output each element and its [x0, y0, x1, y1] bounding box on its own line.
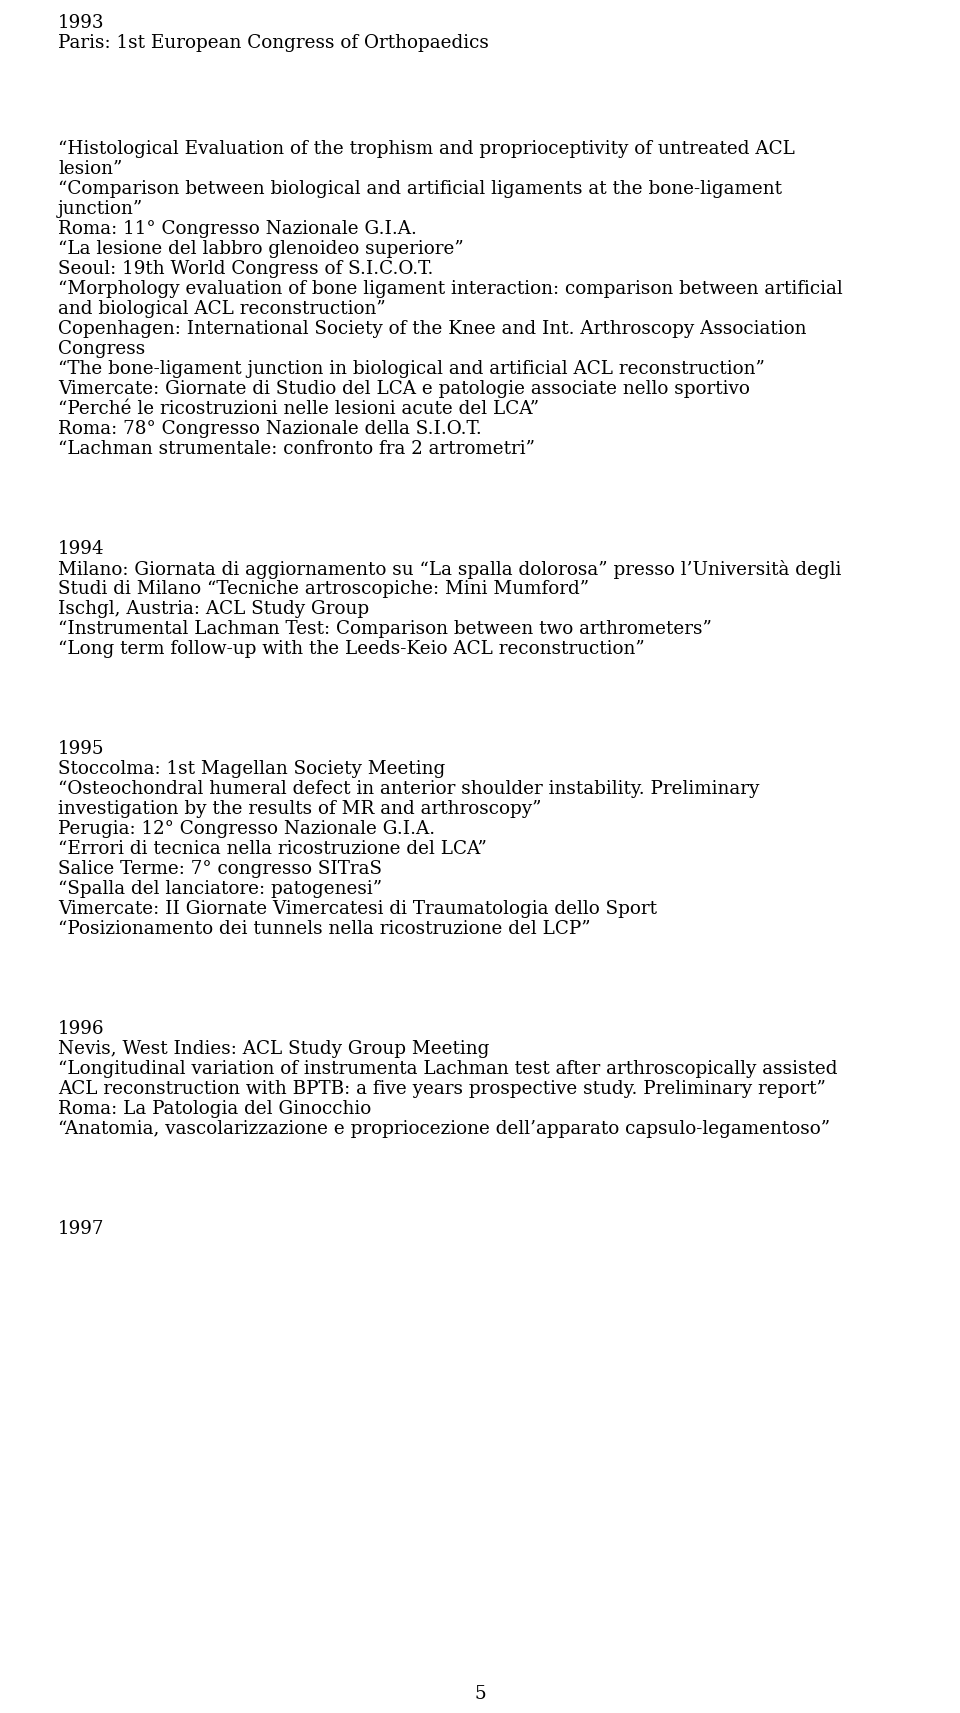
- Text: “The bone-ligament junction in biological and artificial ACL reconstruction”: “The bone-ligament junction in biologica…: [58, 360, 765, 379]
- Text: junction”: junction”: [58, 200, 143, 218]
- Text: “Perché le ricostruzioni nelle lesioni acute del LCA”: “Perché le ricostruzioni nelle lesioni a…: [58, 401, 540, 418]
- Text: “Spalla del lanciatore: patogenesi”: “Spalla del lanciatore: patogenesi”: [58, 880, 382, 898]
- Text: Roma: La Patologia del Ginocchio: Roma: La Patologia del Ginocchio: [58, 1100, 372, 1119]
- Text: Ischgl, Austria: ACL Study Group: Ischgl, Austria: ACL Study Group: [58, 600, 370, 618]
- Text: investigation by the results of MR and arthroscopy”: investigation by the results of MR and a…: [58, 800, 541, 819]
- Text: “Posizionamento dei tunnels nella ricostruzione del LCP”: “Posizionamento dei tunnels nella ricost…: [58, 920, 590, 939]
- Text: and biological ACL reconstruction”: and biological ACL reconstruction”: [58, 300, 386, 319]
- Text: 1996: 1996: [58, 1019, 105, 1038]
- Text: “Lachman strumentale: confronto fra 2 artrometri”: “Lachman strumentale: confronto fra 2 ar…: [58, 440, 535, 457]
- Text: Salice Terme: 7° congresso SITraS: Salice Terme: 7° congresso SITraS: [58, 860, 382, 879]
- Text: “Long term follow-up with the Leeds-Keio ACL reconstruction”: “Long term follow-up with the Leeds-Keio…: [58, 641, 645, 658]
- Text: 1994: 1994: [58, 540, 105, 558]
- Text: Milano: Giornata di aggiornamento su “La spalla dolorosa” presso l’Università de: Milano: Giornata di aggiornamento su “La…: [58, 560, 841, 579]
- Text: “La lesione del labbro glenoideo superiore”: “La lesione del labbro glenoideo superio…: [58, 240, 464, 259]
- Text: “Errori di tecnica nella ricostruzione del LCA”: “Errori di tecnica nella ricostruzione d…: [58, 839, 487, 858]
- Text: 5: 5: [474, 1686, 486, 1703]
- Text: Stoccolma: 1st Magellan Society Meeting: Stoccolma: 1st Magellan Society Meeting: [58, 761, 445, 778]
- Text: Nevis, West Indies: ACL Study Group Meeting: Nevis, West Indies: ACL Study Group Meet…: [58, 1040, 490, 1059]
- Text: Perugia: 12° Congresso Nazionale G.I.A.: Perugia: 12° Congresso Nazionale G.I.A.: [58, 821, 435, 838]
- Text: Vimercate: II Giornate Vimercatesi di Traumatologia dello Sport: Vimercate: II Giornate Vimercatesi di Tr…: [58, 899, 657, 918]
- Text: Seoul: 19th World Congress of S.I.C.O.T.: Seoul: 19th World Congress of S.I.C.O.T.: [58, 260, 433, 278]
- Text: Congress: Congress: [58, 339, 145, 358]
- Text: “Anatomia, vascolarizzazione e propriocezione dell’apparato capsulo-legamentoso”: “Anatomia, vascolarizzazione e proprioce…: [58, 1120, 830, 1137]
- Text: lesion”: lesion”: [58, 159, 122, 178]
- Text: Roma: 11° Congresso Nazionale G.I.A.: Roma: 11° Congresso Nazionale G.I.A.: [58, 219, 417, 238]
- Text: Vimercate: Giornate di Studio del LCA e patologie associate nello sportivo: Vimercate: Giornate di Studio del LCA e …: [58, 380, 750, 397]
- Text: ACL reconstruction with BPTB: a five years prospective study. Preliminary report: ACL reconstruction with BPTB: a five yea…: [58, 1079, 826, 1098]
- Text: Paris: 1st European Congress of Orthopaedics: Paris: 1st European Congress of Orthopae…: [58, 34, 489, 51]
- Text: Roma: 78° Congresso Nazionale della S.I.O.T.: Roma: 78° Congresso Nazionale della S.I.…: [58, 420, 482, 439]
- Text: 1997: 1997: [58, 1220, 105, 1238]
- Text: “Instrumental Lachman Test: Comparison between two arthrometers”: “Instrumental Lachman Test: Comparison b…: [58, 620, 712, 637]
- Text: “Morphology evaluation of bone ligament interaction: comparison between artifici: “Morphology evaluation of bone ligament …: [58, 279, 843, 298]
- Text: “Osteochondral humeral defect in anterior shoulder instability. Preliminary: “Osteochondral humeral defect in anterio…: [58, 779, 759, 798]
- Text: “Longitudinal variation of instrumenta Lachman test after arthroscopically assis: “Longitudinal variation of instrumenta L…: [58, 1060, 837, 1077]
- Text: “Comparison between biological and artificial ligaments at the bone-ligament: “Comparison between biological and artif…: [58, 180, 782, 199]
- Text: Copenhagen: International Society of the Knee and Int. Arthroscopy Association: Copenhagen: International Society of the…: [58, 320, 806, 337]
- Text: “Histological Evaluation of the trophism and proprioceptivity of untreated ACL: “Histological Evaluation of the trophism…: [58, 140, 795, 158]
- Text: 1995: 1995: [58, 740, 105, 757]
- Text: Studi di Milano “Tecniche artroscopiche: Mini Mumford”: Studi di Milano “Tecniche artroscopiche:…: [58, 581, 589, 598]
- Text: 1993: 1993: [58, 14, 105, 33]
